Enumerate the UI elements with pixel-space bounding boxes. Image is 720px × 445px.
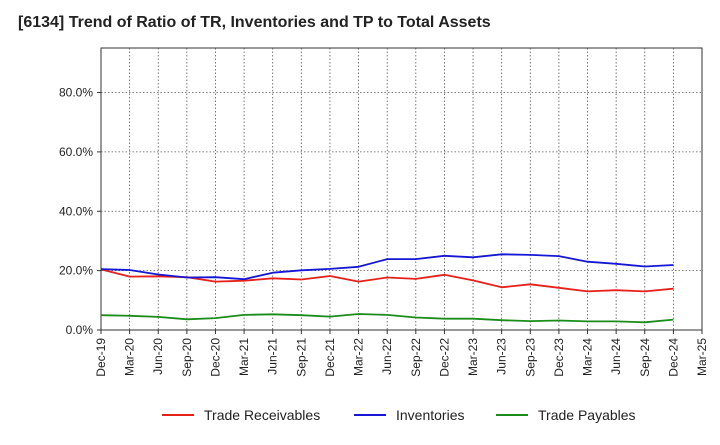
x-tick-label: Mar-24 [581, 338, 595, 376]
x-tick-label: Mar-23 [466, 338, 480, 376]
y-tick-label: 80.0% [59, 86, 93, 100]
y-tick-label: 0.0% [66, 323, 94, 337]
plot-frame [100, 47, 703, 331]
y-tick-label: 20.0% [59, 264, 93, 278]
x-tick-label: Dec-24 [666, 338, 680, 377]
x-tick-label: Dec-23 [552, 338, 566, 377]
legend-label-trade-receivables: Trade Receivables [204, 407, 320, 423]
x-tick-label: Sep-24 [638, 338, 652, 377]
legend: Trade Receivables Inventories Trade Payabl… [162, 407, 636, 423]
y-tick-label: 60.0% [59, 145, 93, 159]
x-tick-label: Sep-21 [294, 338, 308, 377]
series-line-trade-payables [100, 313, 674, 324]
x-tick-label: Jun-21 [266, 338, 280, 375]
x-tick-label: Mar-25 [695, 338, 709, 376]
x-tick-label: Sep-20 [180, 338, 194, 377]
x-tick-label: Jun-23 [495, 338, 509, 375]
x-tick-label: Jun-24 [609, 338, 623, 375]
legend-label-trade-payables: Trade Payables [538, 407, 636, 423]
chart-title: [6134] Trend of Ratio of TR, Inventories… [18, 14, 491, 31]
x-tick-label: Sep-22 [409, 338, 423, 377]
axis-layer: 0.0% 20.0% 40.0% 60.0% 80.0% Dec-19 Mar-20 Jun-… [59, 47, 709, 377]
x-tick-label: Jun-22 [380, 338, 394, 375]
series-line-inventories [100, 253, 674, 281]
legend-label-inventories: Inventories [396, 407, 464, 423]
x-tick-label: Dec-22 [437, 338, 451, 377]
x-tick-label: Dec-21 [323, 338, 337, 377]
x-tick-label: Dec-20 [208, 338, 222, 377]
y-tick-label: 40.0% [59, 204, 93, 218]
x-tick-label: Jun-20 [151, 338, 165, 375]
grid-layer [101, 48, 702, 330]
x-tick-label: Mar-22 [352, 338, 366, 376]
x-tick-label: Mar-21 [237, 338, 251, 376]
x-tick-label: Mar-20 [123, 338, 137, 376]
x-tick-label: Dec-19 [94, 338, 108, 377]
series-layer [100, 253, 674, 324]
x-tick-label: Sep-23 [523, 338, 537, 377]
series-line-trade-receivables [100, 268, 674, 293]
